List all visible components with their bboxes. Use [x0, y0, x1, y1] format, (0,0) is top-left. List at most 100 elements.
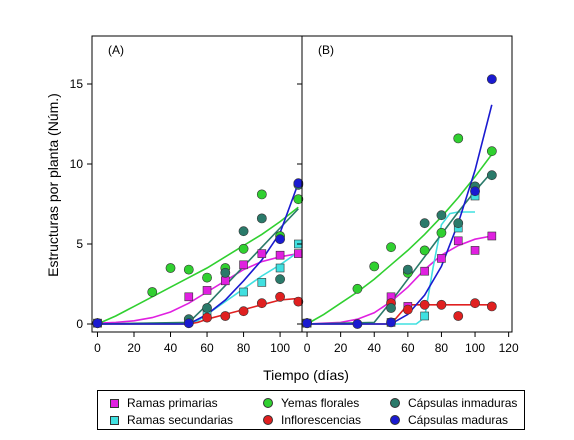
- plot-frame: [91, 35, 303, 333]
- data-point: [436, 210, 447, 221]
- data-point: [275, 291, 285, 302]
- data-point: [293, 194, 304, 205]
- legend-swatch: [390, 398, 400, 408]
- data-point: [257, 278, 267, 287]
- x-tick-label: 100: [270, 341, 290, 355]
- fit-curve-yemas-florales: [306, 153, 493, 325]
- data-point: [293, 178, 304, 189]
- y-tick-label: 5: [76, 237, 83, 251]
- fit-curve-ramas-primarias: [97, 252, 299, 324]
- data-point: [453, 218, 464, 229]
- x-tick-label: 120: [499, 341, 519, 355]
- legend-label: Cápsulas maduras: [408, 413, 509, 427]
- x-tick-label: 40: [164, 341, 178, 355]
- x-tick-label: 60: [401, 341, 415, 355]
- data-point: [453, 311, 464, 321]
- data-point: [369, 261, 380, 272]
- data-point: [486, 74, 497, 85]
- data-point: [238, 243, 249, 254]
- fit-curve-ramas-secundarias: [307, 211, 475, 325]
- legend-item: Ramas primarias: [110, 396, 218, 410]
- legend-label: Ramas primarias: [127, 396, 218, 410]
- legend-item: Yemas florales: [263, 396, 359, 410]
- data-point: [386, 242, 396, 253]
- legend-swatch: [390, 415, 400, 425]
- data-point: [470, 246, 480, 255]
- data-point: [275, 263, 285, 273]
- data-point: [419, 245, 430, 256]
- legend-item: Ramas secundarias: [110, 413, 233, 427]
- legend-item: Cápsulas maduras: [390, 413, 508, 427]
- x-tick-label: 20: [127, 341, 141, 355]
- data-point: [386, 317, 396, 328]
- x-tick-label: 0: [304, 341, 311, 355]
- data-point: [220, 267, 231, 278]
- data-point: [165, 263, 176, 273]
- data-point: [470, 186, 480, 197]
- data-point: [420, 311, 429, 321]
- x-tick-label: 60: [200, 341, 214, 355]
- legend-label: Yemas florales: [281, 396, 360, 410]
- fit-curve-yemas-florales: [97, 206, 299, 325]
- fit-curve-cápsulas-inmaduras: [97, 208, 299, 325]
- data-point: [437, 254, 446, 263]
- panel-b: (B) 0 20 40 60 80 100 120: [297, 35, 519, 355]
- data-point: [486, 146, 497, 157]
- data-point: [487, 231, 497, 241]
- data-point: [256, 189, 267, 200]
- data-point: [92, 318, 103, 329]
- data-point: [147, 287, 158, 297]
- data-point: [239, 287, 248, 297]
- legend-swatch: [263, 398, 273, 408]
- legend: Ramas primarias Yemas florales Cápsulas in…: [97, 390, 525, 430]
- data-point: [436, 299, 447, 310]
- data-point: [275, 234, 285, 245]
- y-tick-label: 10: [70, 157, 84, 171]
- data-point: [293, 296, 304, 307]
- x-axis-title: Tiempo (días): [263, 367, 349, 383]
- data-point: [275, 274, 285, 285]
- data-point: [183, 318, 194, 329]
- data-point: [238, 306, 249, 317]
- legend-item: Inflorescencias: [263, 413, 361, 427]
- fit-curve-cápsulas-inmaduras: [306, 171, 493, 325]
- legend-swatch: [110, 415, 119, 425]
- data-point: [419, 299, 430, 310]
- data-point: [256, 213, 267, 224]
- data-point: [202, 286, 212, 295]
- y-tick-label: 0: [76, 317, 83, 331]
- legend-label: Inflorescencias: [281, 413, 362, 427]
- x-tick-label: 100: [465, 341, 485, 355]
- data-point: [238, 226, 249, 237]
- data-point: [256, 298, 267, 309]
- data-point: [221, 276, 230, 286]
- fit-curve-ramas-primarias: [306, 235, 492, 325]
- legend-label: Cápsulas inmaduras: [408, 396, 518, 410]
- y-tick-label: 15: [70, 77, 84, 91]
- x-tick-label: 20: [334, 341, 348, 355]
- data-point: [220, 311, 231, 321]
- legend-item: Cápsulas inmaduras: [390, 396, 517, 410]
- data-point: [402, 304, 413, 315]
- data-point: [453, 133, 464, 144]
- legend-swatch: [110, 398, 119, 408]
- data-point: [420, 266, 429, 276]
- panel-label: (B): [318, 43, 334, 57]
- data-point: [202, 272, 212, 283]
- data-point: [486, 170, 497, 181]
- x-tick-label: 40: [368, 341, 382, 355]
- x-tick-label: 80: [435, 341, 449, 355]
- data-point: [453, 236, 463, 246]
- data-point: [386, 303, 396, 313]
- data-point: [352, 283, 363, 294]
- data-point: [202, 303, 212, 313]
- data-point: [183, 264, 194, 275]
- panel-a: (A) 0 20 40 60 80 100 0 5 10 15: [70, 35, 304, 355]
- x-tick-label: 0: [94, 341, 101, 355]
- panel-label: (A): [108, 43, 124, 57]
- data-point: [419, 218, 430, 229]
- x-tick-label: 80: [237, 341, 251, 355]
- data-point: [239, 260, 248, 270]
- plot-frame: [301, 35, 513, 333]
